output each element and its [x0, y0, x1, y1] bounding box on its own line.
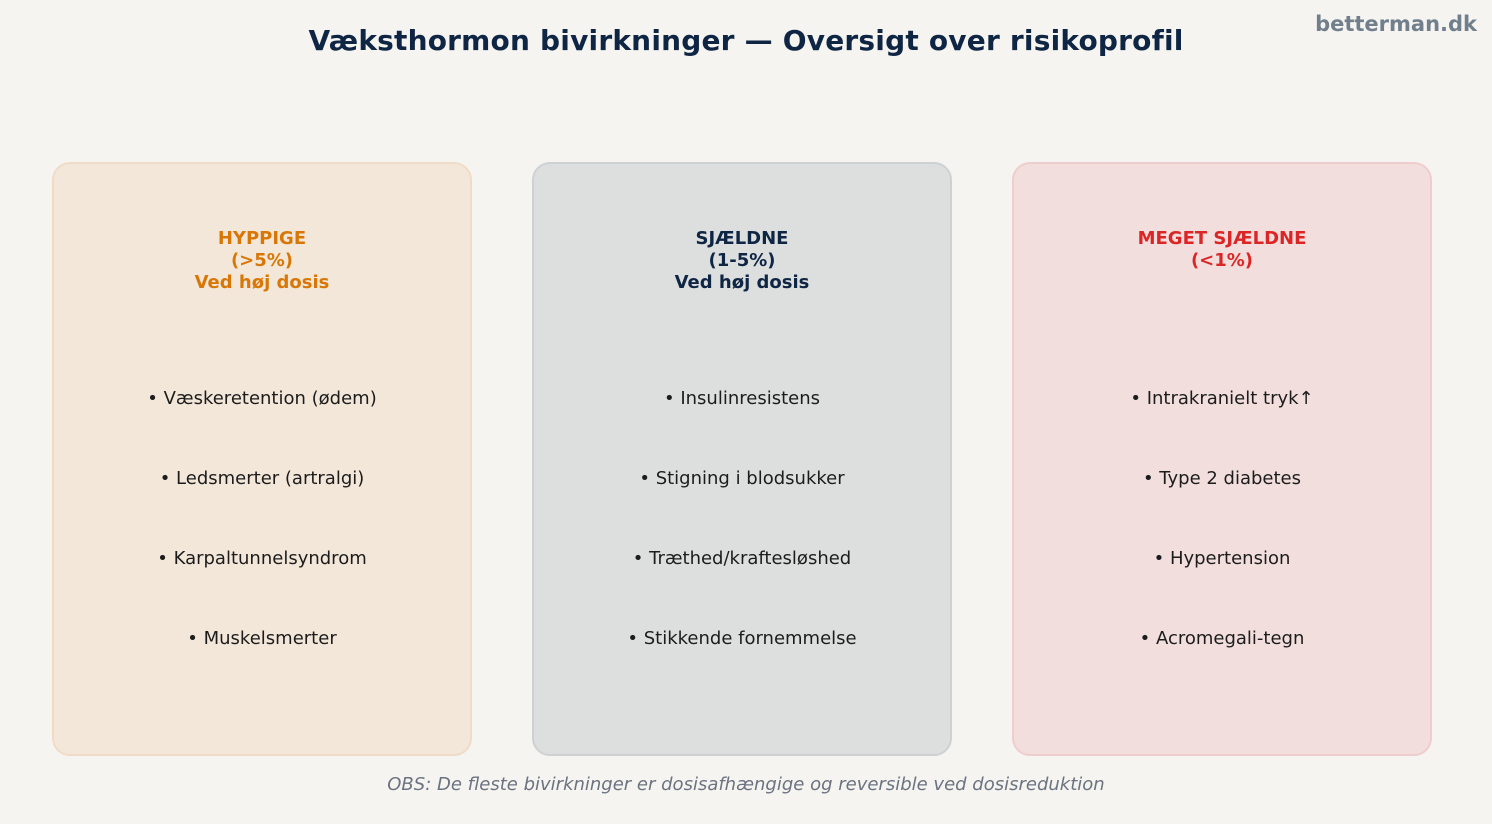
list-item: • Type 2 diabetes: [1142, 468, 1302, 489]
list-item: • Insulinresistens: [663, 388, 820, 409]
card-rare-side-effects: SJÆLDNE (1-5%) Ved høj dosis • Insulinre…: [532, 162, 952, 756]
card-heading-category: SJÆLDNE: [695, 228, 789, 249]
list-item: • Væskeretention (ødem): [147, 388, 377, 409]
footnote: OBS: De fleste bivirkninger er dosisafhæ…: [387, 774, 1105, 795]
list-item: • Stikkende fornemmelse: [627, 628, 857, 649]
list-item: • Intrakranielt tryk↑: [1130, 388, 1314, 409]
list-item: • Stigning i blodsukker: [639, 468, 845, 489]
card-heading: MEGET SJÆLDNE (<1%): [1014, 228, 1430, 272]
card-heading-note: Ved høj dosis: [194, 272, 330, 293]
list-item: • Muskelsmerter: [187, 628, 337, 649]
card-heading: HYPPIGE (>5%) Ved høj dosis: [54, 228, 470, 294]
list-item: • Ledsmerter (artralgi): [159, 468, 365, 489]
list-item: • Hypertension: [1153, 548, 1291, 569]
card-heading-category: MEGET SJÆLDNE: [1137, 228, 1307, 249]
page-title: Væksthormon bivirkninger — Oversigt over…: [308, 24, 1184, 57]
list-item: • Træthed/kraftesløshed: [632, 548, 852, 569]
brand-watermark: betterman.dk: [1315, 12, 1477, 36]
card-very-rare-side-effects: MEGET SJÆLDNE (<1%) • Intrakranielt tryk…: [1012, 162, 1432, 756]
card-heading-frequency: (1-5%): [708, 250, 776, 271]
card-heading-frequency: (>5%): [230, 250, 294, 271]
card-common-side-effects: HYPPIGE (>5%) Ved høj dosis • Væskereten…: [52, 162, 472, 756]
card-heading-category: HYPPIGE: [217, 228, 307, 249]
card-heading-frequency: (<1%): [1190, 250, 1254, 271]
list-item: • Acromegali-tegn: [1139, 628, 1305, 649]
card-heading-note: Ved høj dosis: [674, 272, 810, 293]
card-heading: SJÆLDNE (1-5%) Ved høj dosis: [534, 228, 950, 294]
list-item: • Karpaltunnelsyndrom: [157, 548, 367, 569]
